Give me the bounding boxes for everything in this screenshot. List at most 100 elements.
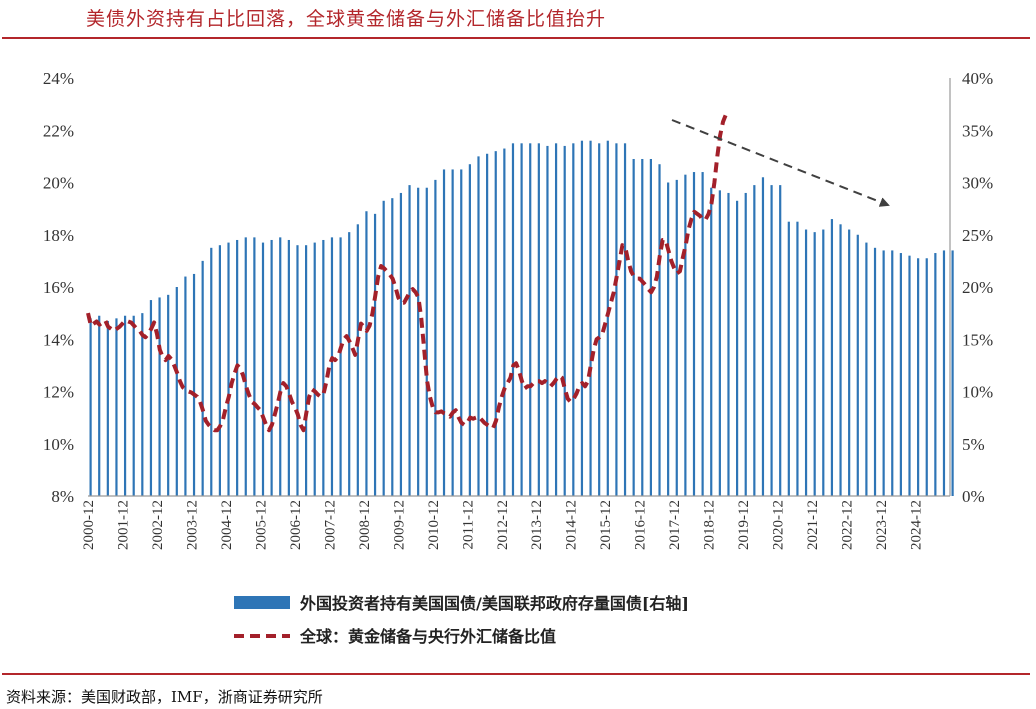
foreign-holdings-bar (899, 253, 902, 496)
foreign-holdings-bar (167, 294, 170, 496)
foreign-holdings-bar (451, 169, 454, 496)
legend-bar-swatch (234, 596, 290, 609)
foreign-holdings-bar (132, 315, 135, 496)
right-axis-tick-label: 30% (962, 174, 993, 193)
legend-line-label: 全球：黄金储备与央行外汇储备比值 (299, 627, 556, 646)
foreign-holdings-bar (779, 185, 782, 497)
foreign-holdings-bar (192, 273, 196, 496)
x-axis-tick-label: 2021-12 (805, 500, 821, 550)
foreign-holdings-bar (667, 182, 670, 496)
foreign-holdings-bar (865, 242, 868, 496)
foreign-holdings-bar (356, 224, 359, 497)
foreign-holdings-bar (460, 169, 463, 496)
foreign-holdings-bar (106, 320, 109, 496)
x-axis-tick-label: 2006-12 (288, 500, 304, 550)
x-axis-tick-label: 2007-12 (322, 500, 338, 550)
right-axis-tick-label: 5% (962, 435, 985, 454)
foreign-holdings-bar (115, 318, 118, 496)
x-axis-tick-label: 2002-12 (150, 500, 166, 550)
x-axis-tick-label: 2022-12 (840, 500, 856, 550)
foreign-holdings-bar (856, 234, 859, 496)
left-axis-tick-label: 12% (43, 383, 74, 402)
right-axis-tick-label: 10% (962, 383, 993, 402)
left-axis-tick-label: 10% (43, 435, 74, 454)
foreign-holdings-bar (641, 158, 644, 497)
foreign-holdings-bar (718, 190, 721, 496)
foreign-holdings-bar (399, 192, 403, 496)
foreign-holdings-bar (736, 200, 739, 496)
foreign-holdings-bar (391, 198, 394, 497)
x-axis-tick-label: 2017-12 (667, 500, 683, 550)
foreign-holdings-bar (339, 237, 342, 497)
foreign-holdings-bar (287, 239, 290, 496)
foreign-holdings-bar (442, 169, 446, 496)
foreign-holdings-bar (365, 211, 368, 497)
foreign-holdings-bar (201, 260, 204, 496)
foreign-holdings-bar (572, 143, 575, 496)
foreign-holdings-bar (175, 287, 178, 496)
foreign-holdings-bar (891, 250, 894, 496)
foreign-holdings-bar (598, 143, 601, 496)
foreign-holdings-bar (727, 192, 730, 496)
foreign-holdings-bar (494, 151, 497, 496)
foreign-holdings-bar (89, 318, 92, 496)
foreign-holdings-bar (589, 140, 592, 496)
foreign-holdings-bar (227, 242, 230, 496)
foreign-holdings-bar (873, 247, 877, 496)
foreign-holdings-bar (261, 242, 265, 496)
foreign-holdings-bar (770, 185, 773, 497)
chart: 8% 10% 12% 14% 16% 18% 20% 22% 24% 0% 5% 10% 15% 20%… (43, 69, 993, 646)
foreign-holdings-bar (408, 185, 411, 497)
foreign-holdings-bar (606, 140, 609, 496)
x-axis-tick-label: 2005-12 (253, 500, 269, 550)
x-axis-tick-label: 2011-12 (460, 500, 476, 549)
right-axis-tick-label: 0% (962, 487, 985, 506)
foreign-holdings-bar (658, 164, 661, 496)
x-axis-tick-label: 2015-12 (598, 500, 614, 550)
foreign-holdings-bar (563, 145, 566, 497)
foreign-holdings-bar (296, 245, 299, 496)
foreign-holdings-bar (417, 187, 420, 496)
x-axis-tick-label: 2010-12 (426, 500, 442, 550)
foreign-holdings-bar (279, 237, 282, 497)
foreign-holdings-bar (529, 143, 532, 496)
foreign-holdings-bar (322, 239, 325, 496)
foreign-holdings-bar (305, 245, 308, 496)
foreign-holdings-bar (753, 185, 756, 497)
foreign-holdings-bar (804, 229, 808, 496)
x-axis-tick-label: 2016-12 (633, 500, 649, 550)
foreign-holdings-bar (822, 229, 825, 496)
foreign-holdings-bar (951, 250, 954, 496)
foreign-holdings-bar (503, 148, 506, 496)
left-axis-tick-label: 20% (43, 174, 74, 193)
x-axis-tick-label: 2019-12 (736, 500, 752, 550)
x-axis-tick-label: 2000-12 (81, 500, 97, 550)
foreign-holdings-bar (908, 255, 911, 496)
foreign-holdings-bar (313, 242, 316, 496)
foreign-holdings-bar (486, 153, 489, 496)
foreign-holdings-bar (744, 192, 747, 496)
left-axis-tick-label: 22% (43, 121, 74, 140)
x-axis-tick-label: 2001-12 (115, 500, 131, 550)
foreign-holdings-bar (270, 239, 273, 496)
foreign-holdings-bar (434, 179, 437, 496)
foreign-holdings-bar (330, 237, 334, 497)
foreign-holdings-bar (787, 221, 790, 496)
foreign-holdings-bar (580, 140, 584, 496)
right-axis-tick-label: 15% (962, 330, 993, 349)
foreign-holdings-bar (839, 224, 842, 497)
left-axis-tick-label: 24% (43, 69, 74, 88)
left-axis-tick-label: 18% (43, 226, 74, 245)
foreign-holdings-bar (623, 143, 627, 496)
foreign-holdings-bar (942, 250, 946, 496)
trend-arrow (671, 119, 890, 207)
foreign-holdings-bar (632, 158, 635, 497)
foreign-holdings-bar (468, 164, 471, 496)
foreign-holdings-bar (761, 177, 765, 496)
left-axis-tick-label: 8% (51, 487, 74, 506)
x-axis-tick-label: 2004-12 (219, 500, 235, 550)
foreign-holdings-bar (848, 229, 851, 496)
title-divider (2, 37, 1030, 39)
x-axis-tick-label: 2008-12 (357, 500, 373, 550)
legend-bar-label: 外国投资者持有美国国债/美国联邦政府存量国债[右轴] (299, 594, 689, 613)
